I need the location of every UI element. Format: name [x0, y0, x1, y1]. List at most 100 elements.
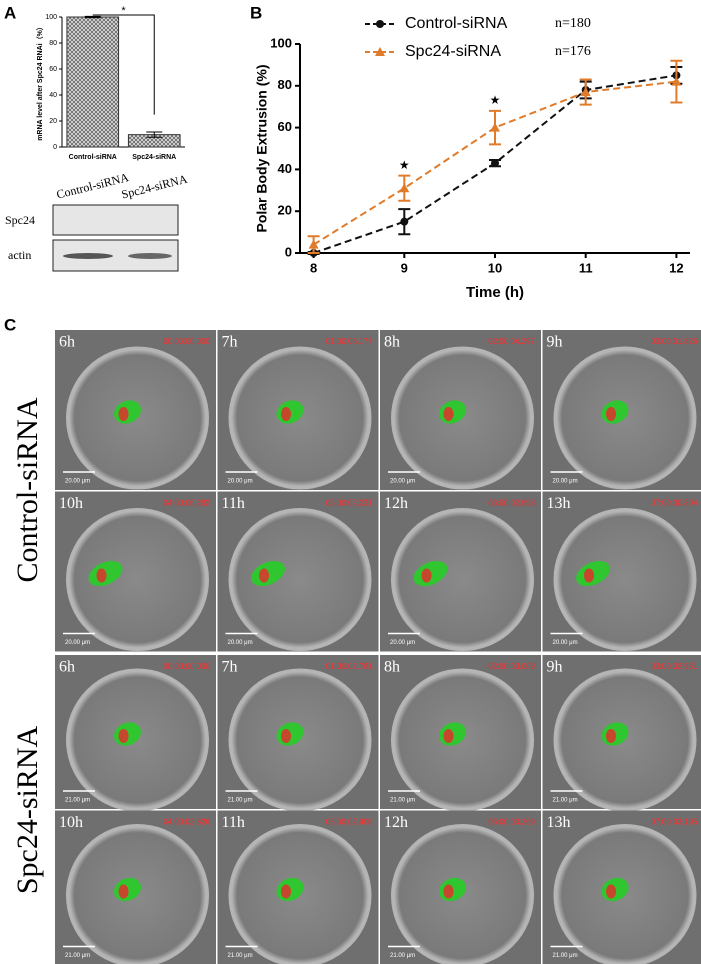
scale-label: 20.00 μm [228, 640, 253, 646]
spindle-pole [118, 884, 129, 899]
frame: 11h 05:00:02.906 21.00 μm [217, 810, 379, 964]
oocyte [66, 508, 209, 651]
x-tick-label: 12 [669, 260, 683, 275]
spindle-pole [281, 884, 291, 899]
scale-label: 21.00 μm [228, 953, 253, 959]
timestamp: 00:00:00.000 [163, 662, 210, 671]
y-axis-label: Polar Body Extrusion (%) [254, 64, 270, 232]
time-label: 9h [547, 659, 563, 676]
frame: 12h 06:00:03.269 21.00 μm [380, 810, 541, 964]
frame: 8h 02:00:04.297 20.00 μm [380, 330, 541, 490]
timestamp: 02:00:04.297 [488, 337, 535, 346]
spindle-pole [443, 407, 454, 421]
spindle-pole [281, 729, 291, 743]
time-label: 13h [547, 495, 571, 512]
marker [399, 183, 410, 193]
timestamp: 06:00:03.269 [488, 818, 535, 827]
panel-label: B [250, 3, 262, 22]
frame: 6h 00:00:00.000 20.00 μm [55, 330, 216, 490]
band-label: actin [8, 248, 31, 262]
frame: 9h 03:00:02.961 21.00 μm [542, 655, 701, 812]
timestamp: 01:00:02.781 [326, 662, 373, 671]
spindle-pole [118, 729, 129, 743]
spindle-pole [281, 407, 291, 421]
legend-marker [376, 20, 384, 28]
x-tick-label: 10 [488, 260, 502, 275]
bar [66, 16, 120, 148]
scale-label: 20.00 μm [390, 479, 415, 485]
blot-strip [52, 204, 179, 236]
error-bar [146, 131, 163, 138]
x-tick-label: 8 [310, 260, 317, 275]
group-label: Spc24-siRNA [11, 725, 44, 894]
timestamp: 07:00:00.804 [651, 499, 698, 508]
y-tick-label: 100 [45, 14, 57, 21]
scale-label: 21.00 μm [553, 953, 578, 959]
y-tick-label: 60 [49, 66, 57, 73]
time-label: 7h [222, 334, 238, 351]
marker [491, 159, 499, 168]
lane-label: Control-siRNA [55, 170, 131, 202]
oocyte [391, 508, 534, 651]
timestamp: 00:00:00.000 [163, 337, 210, 346]
spindle-pole [584, 568, 594, 583]
y-tick-label: 60 [278, 119, 292, 134]
frame: 7h 01:00:02.781 21.00 μm [217, 655, 379, 812]
y-tick-label: 80 [278, 77, 292, 92]
scale-label: 21.00 μm [65, 798, 90, 804]
error-bar [84, 15, 101, 19]
scale-label: 21.00 μm [390, 798, 415, 804]
legend-label: Spc24-siRNA [405, 43, 501, 60]
marker [490, 122, 500, 132]
frame: 13h 07:00:03.195 21.00 μm [542, 810, 701, 964]
y-tick-label: 80 [49, 40, 57, 47]
timestamp: 05:00:02.231 [326, 499, 373, 508]
timestamp: 07:00:03.195 [651, 818, 698, 827]
frame: 13h 07:00:00.804 20.00 μm [542, 491, 701, 652]
y-axis-label: mRNA level after Spc24 RNAi（%） [36, 23, 44, 141]
time-label: 12h [384, 814, 408, 831]
legend-marker [375, 47, 385, 56]
frame: 10h 04:00:02.826 21.00 μm [55, 810, 216, 964]
timestamp: 05:00:02.906 [326, 818, 373, 827]
frame: 11h 05:00:02.231 20.00 μm [217, 491, 379, 652]
band [63, 253, 113, 259]
timestamp: 04:00:06.282 [163, 499, 210, 508]
spindle-pole [421, 568, 432, 583]
scale-label: 21.00 μm [390, 953, 415, 959]
time-label: 8h [384, 334, 400, 351]
significance: * [121, 5, 126, 17]
scale-label: 20.00 μm [228, 479, 253, 485]
frame: 9h 03:00:01.826 20.00 μm [542, 330, 701, 490]
spindle-pole [443, 884, 454, 899]
spindle-pole [443, 729, 454, 743]
marker [580, 87, 591, 97]
band-label: Spc24 [5, 213, 35, 227]
scale-label: 20.00 μm [553, 479, 578, 485]
band [128, 253, 172, 259]
x-tick-label: Spc24-siRNA [132, 154, 176, 161]
oocyte [553, 508, 697, 651]
panel-label: A [4, 3, 16, 22]
timestamp: 03:00:02.961 [651, 662, 698, 671]
time-label: 10h [59, 814, 83, 831]
y-tick-label: 0 [53, 144, 57, 151]
timestamp: 02:00:03.009 [488, 662, 535, 671]
scale-label: 21.00 μm [228, 798, 253, 804]
scale-label: 20.00 μm [390, 640, 415, 646]
x-axis-label: Time (h) [466, 284, 524, 301]
timestamp: 03:00:01.826 [651, 337, 698, 346]
time-label: 13h [547, 814, 571, 831]
time-label: 8h [384, 659, 400, 676]
y-tick-label: 100 [270, 35, 292, 50]
spindle-pole [606, 407, 616, 421]
frame: 8h 02:00:03.009 21.00 μm [380, 655, 541, 812]
x-tick-label: 9 [401, 260, 408, 275]
scale-label: 20.00 μm [553, 640, 578, 646]
x-tick-label: 11 [579, 260, 593, 275]
time-label: 7h [222, 659, 238, 676]
spindle-pole [606, 729, 616, 743]
marker [308, 239, 319, 249]
y-tick-label: 20 [49, 118, 57, 125]
